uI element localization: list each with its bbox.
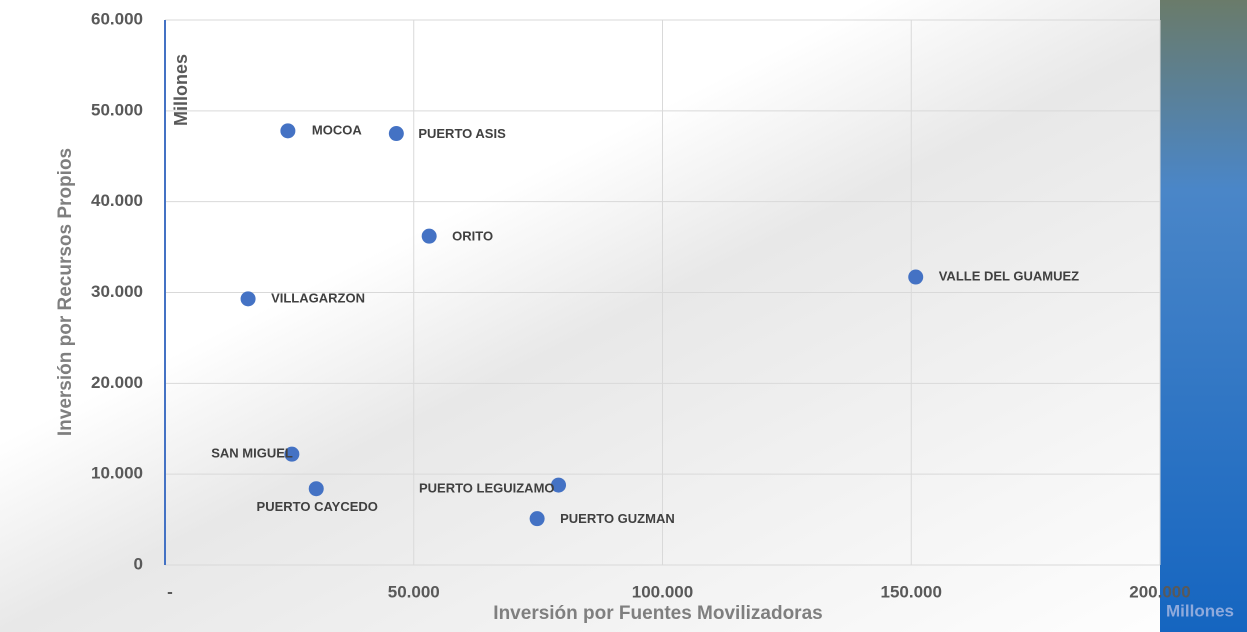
x-tick-label: 100.000 <box>632 582 693 601</box>
data-label: PUERTO LEGUIZAMO <box>419 481 555 496</box>
x-tick-label: 200.000 <box>1129 582 1190 601</box>
data-label: VILLAGARZON <box>271 290 365 305</box>
data-label: PUERTO CAYCEDO <box>257 499 378 514</box>
x-unit: Millones <box>1166 601 1234 620</box>
data-label: SAN MIGUEL <box>211 446 293 461</box>
x-tick-label: - <box>167 582 173 601</box>
data-label: PUERTO ASIS <box>418 126 506 141</box>
x-axis-title: Inversión por Fuentes Movilizadoras <box>493 603 822 624</box>
y-tick-label: 30.000 <box>91 282 143 301</box>
point <box>241 291 256 306</box>
data-label: MOCOA <box>312 122 362 137</box>
y-tick-label: 20.000 <box>91 373 143 392</box>
y-axis-title: Inversión por Recursos Propios <box>55 148 76 436</box>
y-tick-label: 50.000 <box>91 100 143 119</box>
chart: Inversión por Recursos Propios Inversión… <box>0 0 1247 632</box>
y-unit: Millones <box>171 54 191 126</box>
side-photo <box>1160 0 1247 632</box>
point <box>422 229 437 244</box>
data-label: ORITO <box>452 229 493 244</box>
point <box>280 123 295 138</box>
point <box>309 481 324 496</box>
point <box>389 126 404 141</box>
x-tick-label: 150.000 <box>881 582 942 601</box>
y-tick-label: 10.000 <box>91 464 143 483</box>
y-tick-label: 0 <box>134 554 143 573</box>
data-label: PUERTO GUZMAN <box>560 511 675 526</box>
x-tick-label: 50.000 <box>388 582 440 601</box>
point <box>530 511 545 526</box>
point <box>908 270 923 285</box>
y-tick-label: 40.000 <box>91 191 143 210</box>
data-label: VALLE DEL GUAMUEZ <box>939 268 1079 283</box>
y-tick-label: 60.000 <box>91 9 143 28</box>
